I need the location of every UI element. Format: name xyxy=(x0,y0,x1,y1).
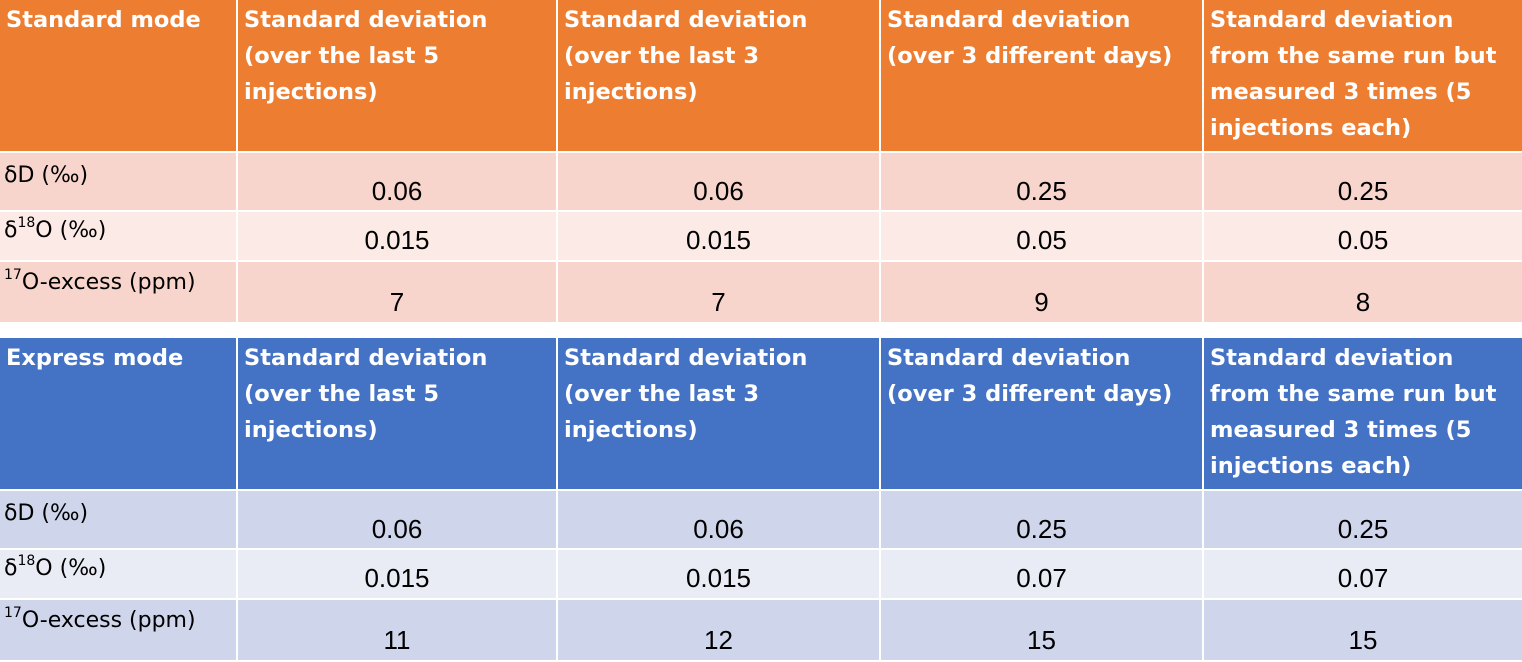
row-label-d18O: δ18O (‰) xyxy=(0,549,238,600)
standard-mode-title: Standard mode xyxy=(0,0,238,153)
standard-row-17O-excess: 17O-excess (ppm) 7 7 9 8 xyxy=(0,261,1522,324)
column-header-3-days: Standard deviation (over 3 different day… xyxy=(880,338,1204,491)
table-cell: 0.06 xyxy=(237,490,558,550)
table-cell: 0.25 xyxy=(1203,152,1522,212)
table-cell: 0.06 xyxy=(237,152,558,212)
table-cell: 7 xyxy=(237,261,558,324)
column-header-last-5: Standard deviation (over the last 5 inje… xyxy=(237,338,558,491)
table-cell: 0.25 xyxy=(1203,490,1522,550)
column-header-3-days: Standard deviation (over 3 different day… xyxy=(880,0,1204,153)
table-cell: 0.06 xyxy=(557,152,881,212)
table-cell: 0.07 xyxy=(1203,549,1522,600)
standard-row-dD: δD (‰) 0.06 0.06 0.25 0.25 xyxy=(0,152,1522,212)
table-cell: 12 xyxy=(557,599,881,662)
express-row-dD: δD (‰) 0.06 0.06 0.25 0.25 xyxy=(0,490,1522,550)
table-cell: 9 xyxy=(880,261,1204,324)
express-mode-title: Express mode xyxy=(0,338,238,491)
table-cell: 0.07 xyxy=(880,549,1204,600)
table-cell: 0.05 xyxy=(1203,211,1522,262)
column-header-last-5: Standard deviation (over the last 5 inje… xyxy=(237,0,558,153)
express-row-17O-excess: 17O-excess (ppm) 11 12 15 15 xyxy=(0,599,1522,662)
table-cell: 7 xyxy=(557,261,881,324)
table-cell: 15 xyxy=(880,599,1204,662)
table-cell: 0.015 xyxy=(237,211,558,262)
column-header-same-run: Standard deviation from the same run but… xyxy=(1203,338,1522,491)
table-cell: 0.015 xyxy=(557,211,881,262)
row-label-d18O: δ18O (‰) xyxy=(0,211,238,262)
column-header-last-3: Standard deviation (over the last 3 inje… xyxy=(557,0,881,153)
standard-row-d18O: δ18O (‰) 0.015 0.015 0.05 0.05 xyxy=(0,211,1522,262)
table-cell: 0.015 xyxy=(557,549,881,600)
column-header-last-3: Standard deviation (over the last 3 inje… xyxy=(557,338,881,491)
express-header-row: Express mode Standard deviation (over th… xyxy=(0,338,1522,491)
row-label-17O-excess: 17O-excess (ppm) xyxy=(0,599,238,662)
table-cell: 11 xyxy=(237,599,558,662)
row-label-dD: δD (‰) xyxy=(0,490,238,550)
row-label-17O-excess: 17O-excess (ppm) xyxy=(0,261,238,324)
express-row-d18O: δ18O (‰) 0.015 0.015 0.07 0.07 xyxy=(0,549,1522,600)
table-cell: 0.06 xyxy=(557,490,881,550)
column-header-same-run: Standard deviation from the same run but… xyxy=(1203,0,1522,153)
table-cell: 8 xyxy=(1203,261,1522,324)
standard-mode-table: Standard mode Standard deviation (over t… xyxy=(0,0,1522,324)
table-cell: 0.25 xyxy=(880,152,1204,212)
express-mode-table: Express mode Standard deviation (over th… xyxy=(0,338,1522,662)
table-cell: 0.015 xyxy=(237,549,558,600)
table-cell: 15 xyxy=(1203,599,1522,662)
standard-header-row: Standard mode Standard deviation (over t… xyxy=(0,0,1522,153)
table-cell: 0.25 xyxy=(880,490,1204,550)
table-cell: 0.05 xyxy=(880,211,1204,262)
row-label-dD: δD (‰) xyxy=(0,152,238,212)
